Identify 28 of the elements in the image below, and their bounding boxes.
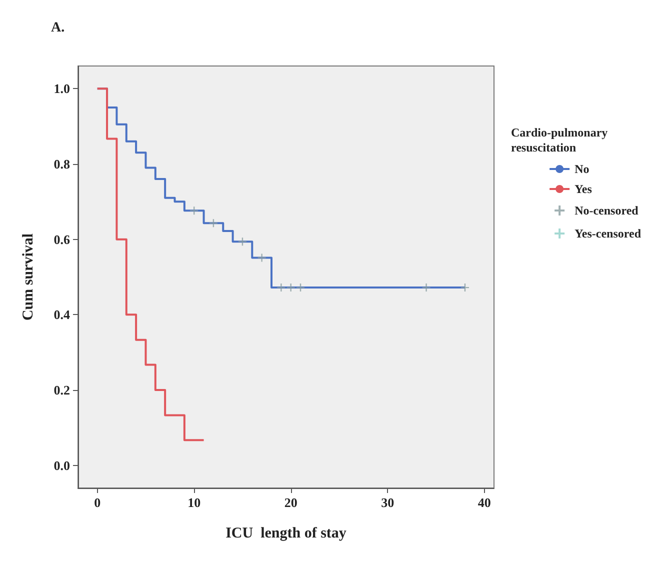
legend-label: Yes bbox=[574, 182, 592, 196]
point bbox=[276, 282, 286, 292]
y-tick-label: 0.4 bbox=[54, 307, 70, 322]
point bbox=[189, 206, 199, 216]
y-tick-label: 0.2 bbox=[54, 382, 70, 398]
y-tick-label: 1.0 bbox=[54, 81, 70, 96]
point bbox=[460, 282, 470, 292]
legend-title: Cardio-pulmonary resuscitation bbox=[511, 126, 611, 154]
point bbox=[208, 218, 218, 228]
x-axis-title: ICU length of stay bbox=[226, 526, 347, 542]
y-axis-title: Cum survival bbox=[20, 233, 36, 321]
y-tick-label: 0.6 bbox=[54, 232, 70, 247]
y-tick-label: 0.0 bbox=[54, 458, 70, 473]
y-tick-label: 0.8 bbox=[54, 156, 70, 172]
point bbox=[422, 282, 431, 292]
x-tick-label: 0 bbox=[94, 495, 101, 510]
legend-label: No bbox=[574, 162, 590, 176]
x-tick-label: 20 bbox=[284, 495, 298, 510]
x-tick-label: 30 bbox=[381, 495, 394, 510]
chart-title: A. bbox=[51, 20, 65, 36]
point bbox=[296, 282, 306, 292]
point bbox=[238, 236, 248, 246]
point bbox=[257, 253, 266, 262]
point bbox=[286, 282, 296, 292]
legend-label: Yes-censored bbox=[574, 226, 642, 240]
legend-label: No-censored bbox=[574, 204, 639, 218]
x-tick-label: 10 bbox=[188, 495, 201, 510]
x-tick-label: 40 bbox=[478, 495, 491, 510]
